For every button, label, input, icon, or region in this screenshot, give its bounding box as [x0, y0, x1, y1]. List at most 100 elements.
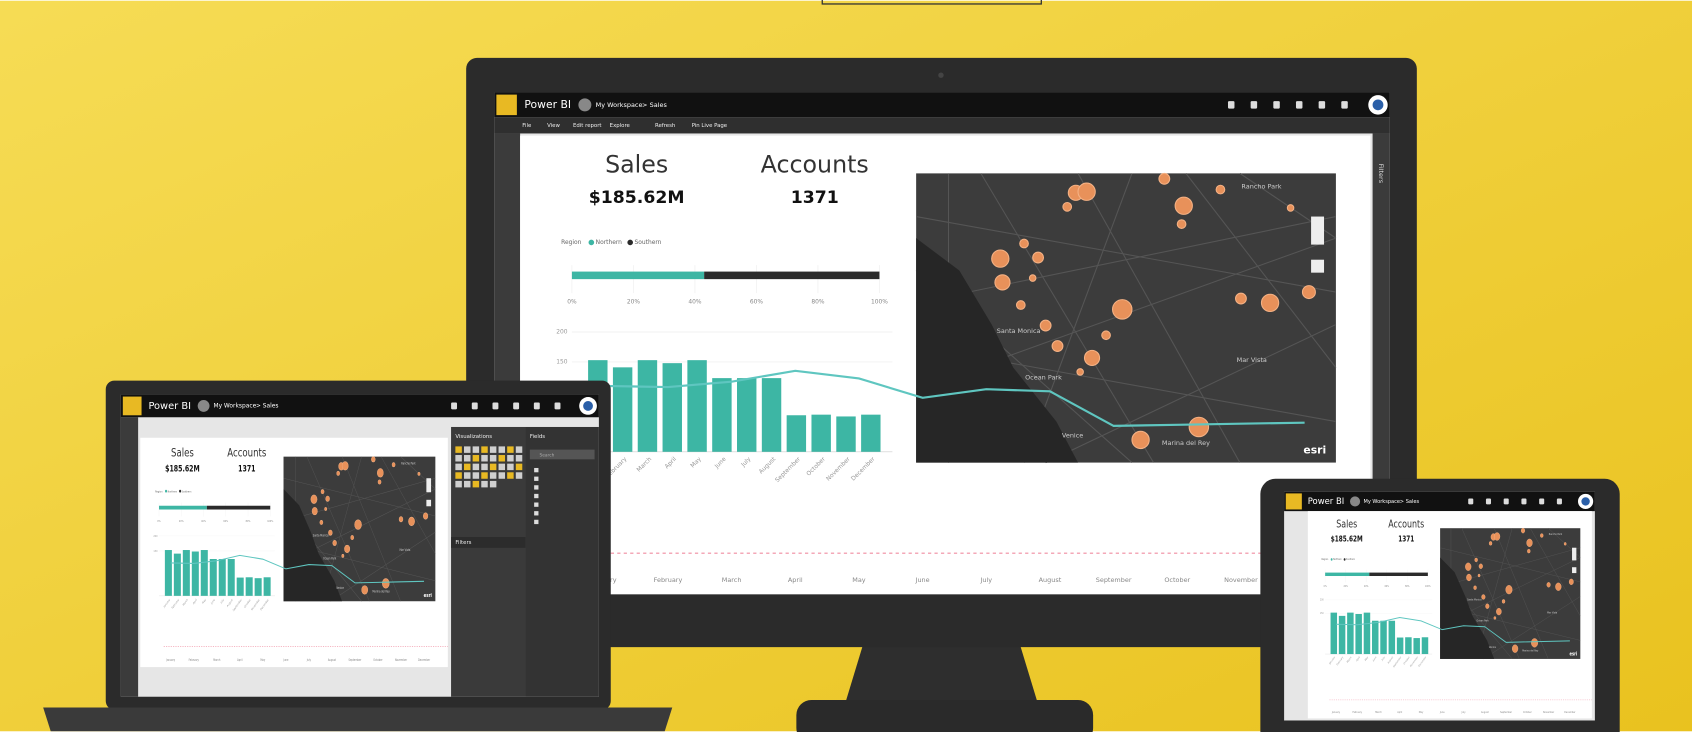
- map-point[interactable]: [1032, 251, 1045, 264]
- map-point[interactable]: [328, 529, 333, 536]
- viz-icon[interactable]: [455, 455, 462, 462]
- map-point[interactable]: [1474, 557, 1478, 563]
- viz-icon[interactable]: [472, 446, 480, 453]
- map-point[interactable]: [1568, 578, 1574, 586]
- viz-icon[interactable]: [489, 446, 497, 453]
- viz-icon[interactable]: [481, 446, 488, 453]
- viz-icon[interactable]: [472, 472, 480, 479]
- map-point[interactable]: [1077, 182, 1096, 201]
- map-point[interactable]: [994, 274, 1011, 291]
- toolbar-icon[interactable]: [1468, 498, 1474, 505]
- map-point[interactable]: [350, 535, 354, 541]
- viz-icon[interactable]: [455, 446, 462, 453]
- map-point[interactable]: [1488, 541, 1493, 546]
- viz-icon[interactable]: [498, 463, 506, 471]
- map-point[interactable]: [423, 512, 429, 520]
- toolbar-icon[interactable]: [1503, 498, 1509, 505]
- viz-icon[interactable]: [464, 463, 471, 471]
- toolbar-icon[interactable]: [533, 402, 540, 410]
- menu-item[interactable]: Edit report: [573, 123, 602, 129]
- field-row[interactable]: [534, 476, 539, 481]
- viz-icon[interactable]: [464, 480, 471, 488]
- map-point[interactable]: [1473, 585, 1477, 590]
- map-point[interactable]: [354, 519, 362, 530]
- map-point[interactable]: [320, 489, 325, 495]
- viz-icon[interactable]: [481, 480, 488, 488]
- map-point[interactable]: [377, 479, 382, 485]
- zoom-control[interactable]: [1572, 547, 1577, 561]
- map-point[interactable]: [376, 468, 384, 478]
- menu-item[interactable]: Pin Live Page: [692, 123, 728, 129]
- toolbar-icon[interactable]: [1227, 101, 1235, 109]
- toolbar-icon[interactable]: [1318, 101, 1326, 109]
- map-point[interactable]: [1062, 201, 1073, 212]
- viz-icon[interactable]: [472, 463, 480, 471]
- map-point[interactable]: [1478, 563, 1483, 569]
- field-row[interactable]: [534, 502, 539, 507]
- map-point[interactable]: [391, 462, 396, 468]
- toolbar-icon[interactable]: [1485, 498, 1492, 505]
- viz-icon[interactable]: [498, 446, 506, 453]
- app-launcher[interactable]: [1285, 493, 1302, 510]
- viz-icon[interactable]: [507, 472, 514, 479]
- viz-icon[interactable]: [464, 472, 471, 479]
- field-row[interactable]: [534, 519, 539, 525]
- viz-icon[interactable]: [481, 455, 488, 462]
- map-point[interactable]: [1083, 349, 1101, 366]
- toolbar-icon[interactable]: [513, 402, 520, 410]
- map-point[interactable]: [336, 470, 340, 476]
- viz-icon[interactable]: [489, 472, 497, 479]
- field-row[interactable]: [534, 485, 539, 490]
- breadcrumb-workspace[interactable]: My Workspace: [1363, 499, 1400, 505]
- toolbar-icon[interactable]: [1273, 101, 1280, 109]
- map-point[interactable]: [1477, 573, 1481, 578]
- map-point[interactable]: [1174, 196, 1193, 215]
- map-point[interactable]: [1505, 585, 1513, 595]
- map-point[interactable]: [311, 507, 318, 516]
- map-point[interactable]: [1188, 416, 1210, 438]
- map-point[interactable]: [1481, 594, 1486, 600]
- viz-icon[interactable]: [507, 446, 514, 453]
- menu-item[interactable]: View: [547, 123, 560, 129]
- menu-item[interactable]: File: [522, 123, 532, 129]
- viz-icon[interactable]: [455, 480, 462, 488]
- map[interactable]: Santa Monica Ocean Park Venice Marina del R…: [1439, 527, 1581, 660]
- viz-icon[interactable]: [498, 472, 506, 479]
- viz-icon[interactable]: [515, 472, 523, 479]
- viz-icon[interactable]: [481, 463, 488, 471]
- breadcrumb-workspace[interactable]: My Workspace: [596, 101, 643, 109]
- breadcrumb-workspace[interactable]: My Workspace: [213, 403, 256, 409]
- map-point[interactable]: [1527, 548, 1531, 554]
- toolbar-icon[interactable]: [1341, 101, 1348, 109]
- map-point[interactable]: [1485, 603, 1490, 609]
- map-point[interactable]: [1540, 533, 1544, 538]
- map-point[interactable]: [332, 540, 337, 546]
- map-point[interactable]: [382, 578, 390, 589]
- viz-icon[interactable]: [515, 446, 523, 453]
- map-point[interactable]: [1131, 430, 1150, 450]
- select-control[interactable]: [1311, 259, 1325, 273]
- map-point[interactable]: [319, 520, 324, 525]
- map-point[interactable]: [324, 507, 328, 511]
- select-control[interactable]: [1572, 567, 1577, 574]
- toolbar-icon[interactable]: [1539, 498, 1545, 505]
- map-point[interactable]: [1101, 330, 1111, 341]
- viz-icon[interactable]: [464, 446, 471, 453]
- map-point[interactable]: [408, 516, 415, 526]
- map-point[interactable]: [417, 472, 421, 476]
- menu-item[interactable]: Explore: [610, 123, 631, 129]
- toolbar-icon[interactable]: [1521, 498, 1527, 505]
- map-point[interactable]: [1051, 340, 1064, 352]
- map-point[interactable]: [1019, 238, 1029, 249]
- map-point[interactable]: [1076, 368, 1084, 376]
- viz-icon[interactable]: [498, 455, 506, 462]
- toolbar-icon[interactable]: [451, 402, 458, 410]
- viz-icon[interactable]: [472, 480, 480, 488]
- map-point[interactable]: [1512, 644, 1519, 653]
- map-point[interactable]: [1235, 292, 1247, 305]
- toolbar-icon[interactable]: [471, 402, 478, 410]
- search-box[interactable]: [529, 449, 595, 460]
- zoom-control[interactable]: [426, 478, 432, 493]
- map-point[interactable]: [1466, 573, 1472, 582]
- viz-icon[interactable]: [515, 463, 523, 471]
